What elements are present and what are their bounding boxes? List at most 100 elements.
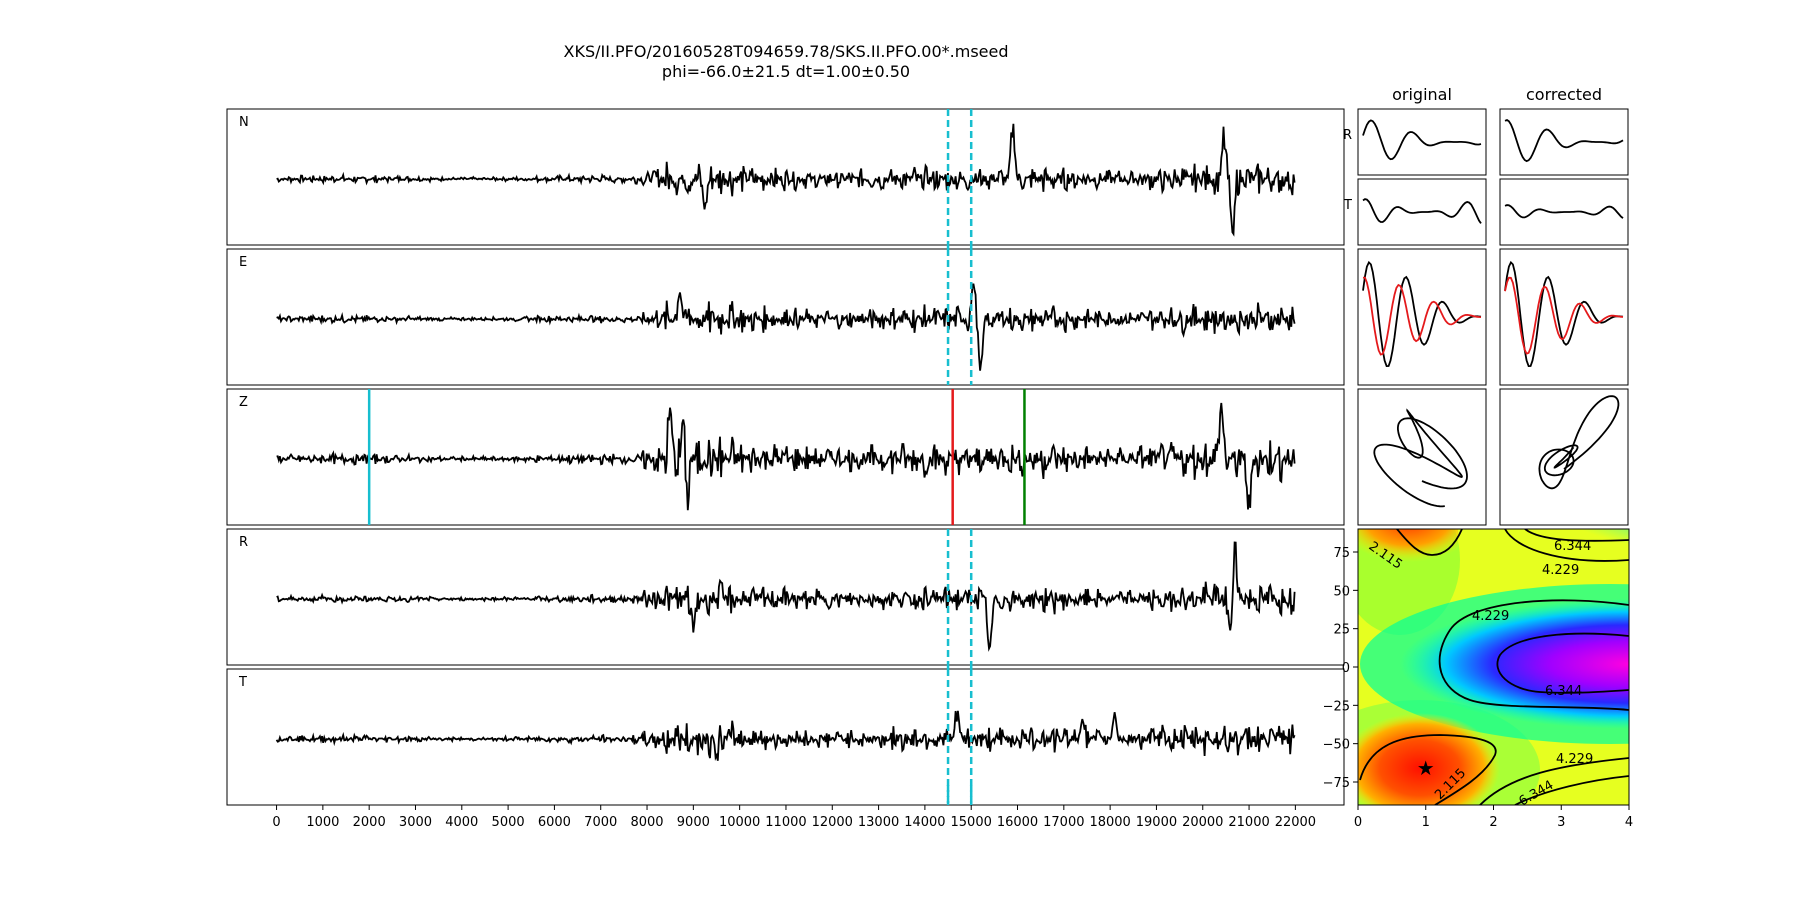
row-label-t: T <box>1343 198 1352 213</box>
waveform-z <box>276 402 1296 511</box>
surface-y-tick-label: 25 <box>1333 623 1350 638</box>
seismogram-panels: N E Z R T <box>226 108 1345 806</box>
x-tick-label: 17000 <box>1043 815 1084 830</box>
particle-trajectory <box>1373 408 1468 508</box>
waveform-t <box>275 710 1296 761</box>
surface-bottom-high <box>1415 750 1629 805</box>
waveform-r <box>276 541 1296 652</box>
particle-motion-panels <box>1357 108 1629 526</box>
x-tick-label: 12000 <box>812 815 853 830</box>
contour-mid-inner <box>1496 632 1629 694</box>
particle-panel-5 <box>1499 248 1629 386</box>
particle-panel-1 <box>1499 108 1629 176</box>
surface-x-tick-label: 4 <box>1625 815 1633 830</box>
trace-panel-t: T <box>226 668 1345 806</box>
contour-label: 6.344 <box>1545 684 1582 699</box>
contour-label: 4.229 <box>1472 609 1509 624</box>
particle-panel-4 <box>1357 248 1487 386</box>
surface-x-tick-label: 1 <box>1422 815 1430 830</box>
panel-frame <box>1357 248 1487 386</box>
contour-bottom-high <box>1514 775 1629 805</box>
trace-panel-e: E <box>226 248 1345 386</box>
contour-lines <box>1359 529 1629 805</box>
row-label-r: R <box>1343 128 1352 143</box>
figure-title: XKS/II.PFO/20160528T094659.78/SKS.II.PFO… <box>564 42 1009 61</box>
window-connectors <box>946 245 973 805</box>
contour-label: 4.229 <box>1556 752 1593 767</box>
surface-y-tick-label: 0 <box>1342 661 1350 676</box>
trace-label: E <box>239 255 247 270</box>
x-tick-label: 11000 <box>765 815 806 830</box>
particle-panel-7 <box>1499 388 1629 526</box>
surface-top-high <box>1430 529 1629 590</box>
x-tick-label: 8000 <box>630 815 663 830</box>
surface-y-tick-label: 50 <box>1333 584 1350 599</box>
surface-axes: 0 1 2 3 4 75 50 25 0 −25 −50 −75 <box>1323 546 1634 830</box>
x-tick-label: 13000 <box>858 815 899 830</box>
x-tick-label: 21000 <box>1228 815 1269 830</box>
particle-panel-0 <box>1357 108 1487 176</box>
surface-maximum <box>1400 599 1629 729</box>
x-tick-label: 5000 <box>492 815 525 830</box>
surface-x-tick-label: 3 <box>1557 815 1565 830</box>
contour-mid-outer <box>1438 599 1629 711</box>
contour-label: 6.344 <box>1554 539 1591 554</box>
contour-top-mid <box>1504 529 1629 562</box>
contour-bottom-mid <box>1479 757 1629 805</box>
time-axis: 0 1000 2000 3000 4000 5000 6000 7000 8000 9000 100… <box>272 805 1316 830</box>
t-component <box>1362 198 1482 224</box>
surface-x-tick-label: 0 <box>1354 815 1362 830</box>
particle-panel-2 <box>1357 178 1487 246</box>
x-tick-label: 18000 <box>1089 815 1130 830</box>
r-component <box>1504 118 1624 163</box>
trace-panel-n: N <box>226 108 1345 246</box>
trace-label: T <box>238 675 247 690</box>
x-tick-label: 0 <box>272 815 280 830</box>
waveform-e <box>276 283 1296 371</box>
contour-top-min <box>1396 529 1463 556</box>
x-tick-label: 20000 <box>1182 815 1223 830</box>
particle-trajectory <box>1538 395 1620 490</box>
contour-bottom-min <box>1359 734 1497 805</box>
t-component <box>1504 204 1624 219</box>
trace-panel-z: Z <box>226 388 1345 526</box>
figure-subtitle: phi=-66.0±21.5 dt=1.00±0.50 <box>662 62 910 81</box>
x-tick-label: 10000 <box>719 815 760 830</box>
trace-label: R <box>239 535 248 550</box>
r-component <box>1362 119 1482 161</box>
surface-x-tick-label: 2 <box>1489 815 1497 830</box>
x-tick-label: 19000 <box>1136 815 1177 830</box>
best-fit-star-icon: ★ <box>1417 756 1435 780</box>
x-tick-label: 22000 <box>1275 815 1316 830</box>
x-tick-label: 16000 <box>997 815 1038 830</box>
surface-y-tick-label: 75 <box>1333 546 1350 561</box>
x-tick-label: 9000 <box>677 815 710 830</box>
column-title-original: original <box>1392 85 1452 104</box>
surface-y-tick-label: −75 <box>1323 776 1350 791</box>
particle-panel-6 <box>1357 388 1487 526</box>
error-surface: 2.115 4.229 6.344 4.229 6.344 4.229 2.11… <box>1323 528 1634 830</box>
panel-frame <box>226 388 1345 526</box>
x-tick-label: 7000 <box>584 815 617 830</box>
contour-top-high <box>1524 529 1629 542</box>
waveform-b <box>1504 276 1624 355</box>
x-tick-label: 6000 <box>538 815 571 830</box>
waveform-a <box>1362 260 1482 368</box>
trace-panel-r: R <box>226 528 1345 666</box>
x-tick-label: 4000 <box>445 815 478 830</box>
column-title-corrected: corrected <box>1526 85 1602 104</box>
surface-y-tick-label: −50 <box>1323 738 1350 753</box>
x-tick-label: 3000 <box>399 815 432 830</box>
x-tick-label: 2000 <box>353 815 386 830</box>
trace-label: N <box>239 115 249 130</box>
x-tick-label: 14000 <box>904 815 945 830</box>
contour-label: 4.229 <box>1542 563 1579 578</box>
trace-label: Z <box>239 395 248 410</box>
surface-y-tick-label: −25 <box>1323 699 1350 714</box>
x-tick-label: 1000 <box>306 815 339 830</box>
particle-panel-3 <box>1499 178 1629 246</box>
waveform-n <box>276 123 1296 237</box>
waveform-b <box>1362 276 1482 356</box>
x-tick-label: 15000 <box>951 815 992 830</box>
